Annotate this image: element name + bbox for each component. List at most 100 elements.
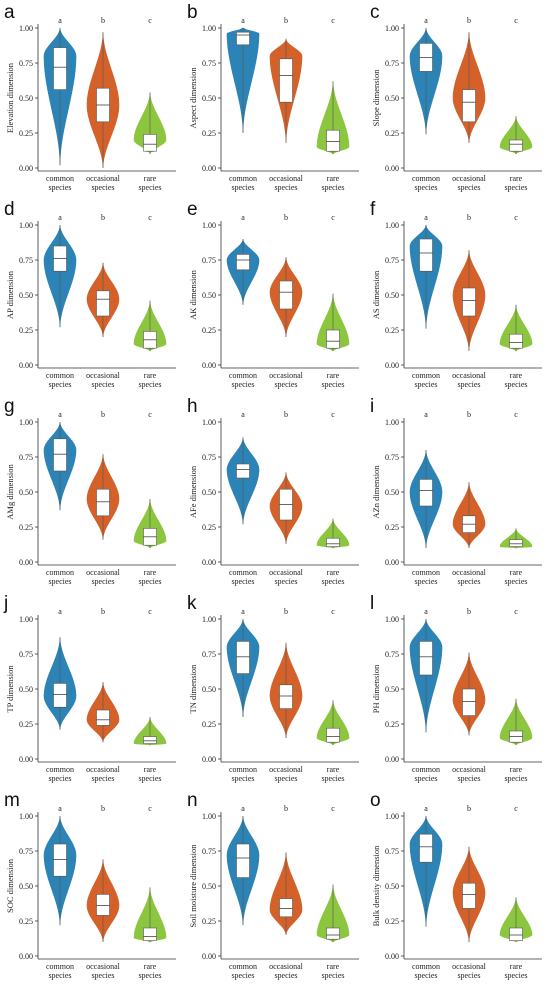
y-axis-label: SOC dimension	[5, 858, 15, 913]
x-category-label-line2: species	[457, 971, 480, 980]
x-category-label: occasional	[452, 568, 487, 577]
x-category-label: common	[229, 962, 257, 971]
y-tick-label: 0.25	[19, 326, 33, 335]
significance-letter: a	[58, 607, 62, 616]
y-axis-label: Bulk density dimension	[371, 845, 381, 927]
y-tick-label: 0.50	[385, 94, 399, 103]
y-tick-label: 1.00	[19, 221, 33, 230]
x-category-label-line2: species	[48, 971, 71, 980]
x-category-label-line2: species	[48, 183, 71, 192]
box-occasional	[96, 894, 110, 916]
panel-letter: f	[370, 199, 376, 220]
x-category-label: occasional	[269, 765, 304, 774]
x-category-label-line2: species	[231, 577, 254, 586]
panel-letter: k	[187, 593, 197, 614]
significance-letter: b	[467, 804, 471, 813]
box-common	[236, 641, 250, 674]
significance-letter: a	[241, 607, 245, 616]
significance-letter: a	[58, 804, 62, 813]
x-category-label-line2: species	[274, 774, 297, 783]
significance-letter: c	[514, 410, 518, 419]
x-category-label-line2: species	[414, 971, 437, 980]
panel-letter: e	[187, 199, 198, 220]
y-tick-label: 1.00	[385, 24, 399, 33]
y-tick-label: 1.00	[19, 812, 33, 821]
box-rare	[509, 927, 523, 941]
significance-letter: b	[284, 410, 288, 419]
y-tick-label: 0.50	[19, 685, 33, 694]
y-tick-label: 0.25	[19, 129, 33, 138]
box-rare	[326, 129, 340, 152]
box-occasional	[462, 287, 476, 317]
panel-letter: a	[4, 2, 15, 23]
y-tick-label: 0.75	[19, 650, 33, 659]
y-tick-label: 0.75	[385, 453, 399, 462]
significance-letter: c	[514, 607, 518, 616]
y-tick-label: 0.00	[385, 361, 399, 370]
significance-letter: b	[467, 607, 471, 616]
y-tick-label: 0.50	[19, 882, 33, 891]
y-tick-label: 0.25	[385, 917, 399, 926]
y-tick-label: 0.50	[19, 488, 33, 497]
y-tick-label: 0.00	[202, 558, 216, 567]
x-category-label: occasional	[452, 371, 487, 380]
x-category-label-line2: species	[231, 183, 254, 192]
y-tick-label: 0.00	[202, 755, 216, 764]
x-category-label-line2: species	[48, 380, 71, 389]
box-common	[236, 254, 250, 271]
y-tick-label: 0.25	[385, 720, 399, 729]
x-category-label-line2: species	[457, 380, 480, 389]
x-category-label: rare	[510, 962, 523, 971]
box-rare	[326, 727, 340, 743]
box-rare	[509, 333, 523, 349]
box-common	[419, 238, 433, 272]
y-tick-label: 1.00	[385, 812, 399, 821]
y-axis-label: TN dimension	[188, 664, 198, 714]
y-tick-label: 0.25	[19, 523, 33, 532]
significance-letter: c	[331, 804, 335, 813]
x-category-label: occasional	[86, 962, 121, 971]
x-category-label: common	[229, 568, 257, 577]
significance-letter: b	[284, 804, 288, 813]
panel-g: g AMg dimension 0.00 0.25 0.50 0.75 1.00 a commo…	[4, 396, 176, 586]
x-category-label-line2: species	[414, 577, 437, 586]
significance-letter: a	[424, 213, 428, 222]
y-tick-label: 0.00	[202, 164, 216, 173]
y-tick-label: 0.50	[19, 94, 33, 103]
significance-letter: a	[424, 16, 428, 25]
significance-letter: a	[424, 607, 428, 616]
box-occasional	[462, 688, 476, 716]
panel-letter: m	[4, 790, 20, 811]
y-tick-label: 0.75	[385, 256, 399, 265]
box-occasional	[462, 882, 476, 909]
box-occasional	[96, 709, 110, 726]
x-category-label: occasional	[86, 174, 121, 183]
significance-letter: b	[101, 16, 105, 25]
y-axis-label: AK dimension	[188, 269, 198, 320]
y-tick-label: 0.00	[19, 361, 33, 370]
significance-letter: b	[101, 410, 105, 419]
x-category-label: occasional	[269, 174, 304, 183]
x-category-label-line2: species	[414, 774, 437, 783]
x-category-label-line2: species	[321, 577, 344, 586]
y-tick-label: 0.25	[202, 720, 216, 729]
y-tick-label: 0.75	[19, 453, 33, 462]
x-category-label: common	[412, 962, 440, 971]
significance-letter: a	[241, 213, 245, 222]
y-tick-label: 0.75	[202, 256, 216, 265]
x-category-label-line2: species	[138, 380, 161, 389]
y-tick-label: 0.75	[202, 847, 216, 856]
y-tick-label: 0.00	[19, 952, 33, 961]
box-rare	[143, 927, 157, 941]
y-tick-label: 1.00	[202, 812, 216, 821]
significance-letter: b	[467, 16, 471, 25]
panel-letter: n	[187, 790, 198, 811]
y-tick-label: 0.25	[385, 326, 399, 335]
y-tick-label: 0.25	[202, 326, 216, 335]
significance-letter: b	[467, 410, 471, 419]
significance-letter: b	[467, 213, 471, 222]
y-tick-label: 1.00	[202, 221, 216, 230]
x-category-label: common	[46, 371, 74, 380]
